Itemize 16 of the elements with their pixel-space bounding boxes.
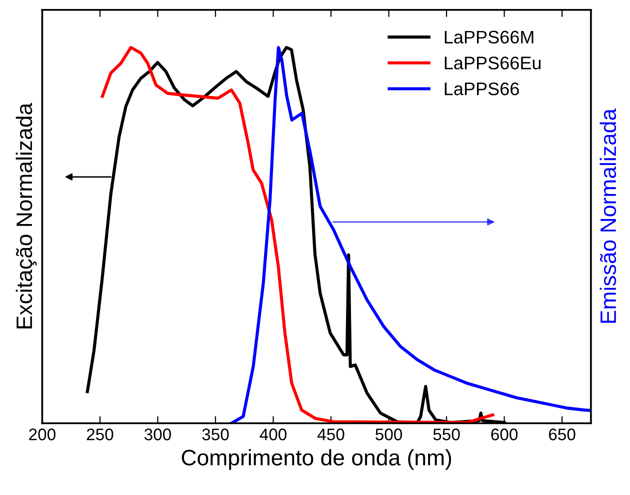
x-tick-label: 650 [549, 428, 576, 440]
x-tick-label: 250 [86, 428, 114, 440]
x-tick-label: 600 [491, 428, 518, 440]
x-tick-label: 550 [433, 428, 460, 440]
x-tick-label: 500 [376, 428, 402, 440]
x-tick-label: 300 [144, 428, 171, 440]
x-tick-label: 400 [260, 428, 287, 440]
y-axis-title: Excitação Normalizada [16, 102, 37, 328]
y2-axis-title: Emissão Normalizada [600, 108, 616, 323]
legend-label: LaPPS66M [444, 30, 534, 44]
x-axis-title: Comprimento de onda (nm) [182, 449, 452, 470]
x-tick-label: 450 [317, 428, 344, 440]
legend-label: LaPPS66Eu [444, 56, 541, 70]
legend-label: LaPPS66 [444, 82, 519, 96]
x-tick-label: 200 [29, 428, 56, 440]
x-tick-label: 350 [202, 428, 229, 440]
